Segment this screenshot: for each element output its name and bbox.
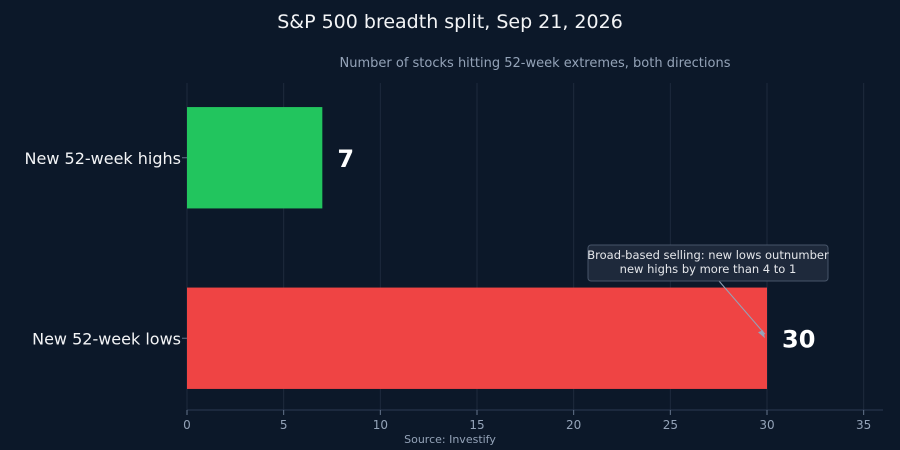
data-label: 7 bbox=[337, 145, 354, 173]
x-tick-label: 15 bbox=[469, 418, 484, 432]
chart-title: S&P 500 breadth split, Sep 21, 2026 bbox=[277, 11, 623, 33]
x-axis: 0 5 10 15 20 25 30 35 New 52-week highs New 52-we… bbox=[25, 149, 883, 432]
category-label: New 52-week highs bbox=[25, 149, 181, 168]
data-label: 30 bbox=[782, 325, 815, 353]
x-tick-label: 20 bbox=[566, 418, 581, 432]
x-tick-label: 30 bbox=[759, 418, 774, 432]
x-tick-label: 5 bbox=[280, 418, 288, 432]
annotation-text: new highs by more than 4 to 1 bbox=[620, 262, 797, 276]
annotation-arrow-line bbox=[718, 280, 766, 335]
bar-new-lows bbox=[187, 287, 767, 389]
category-label: New 52-week lows bbox=[32, 329, 181, 348]
chart-subtitle: Number of stocks hitting 52-week extreme… bbox=[340, 56, 731, 71]
x-tick-label: 0 bbox=[183, 418, 191, 432]
annotation-box bbox=[587, 244, 829, 282]
bar-new-highs bbox=[187, 107, 323, 209]
x-tick-label: 35 bbox=[856, 418, 871, 432]
x-tick-label: 10 bbox=[373, 418, 388, 432]
annotation: Broad-based selling: new lows outnumbern… bbox=[587, 244, 829, 339]
bars: 7 30 bbox=[187, 107, 815, 389]
annotation-text: Broad-based selling: new lows outnumber bbox=[587, 248, 829, 262]
x-tick-label: 25 bbox=[663, 418, 678, 432]
annotation-arrow-head bbox=[758, 330, 765, 339]
source-note: Source: Investify bbox=[404, 433, 496, 446]
